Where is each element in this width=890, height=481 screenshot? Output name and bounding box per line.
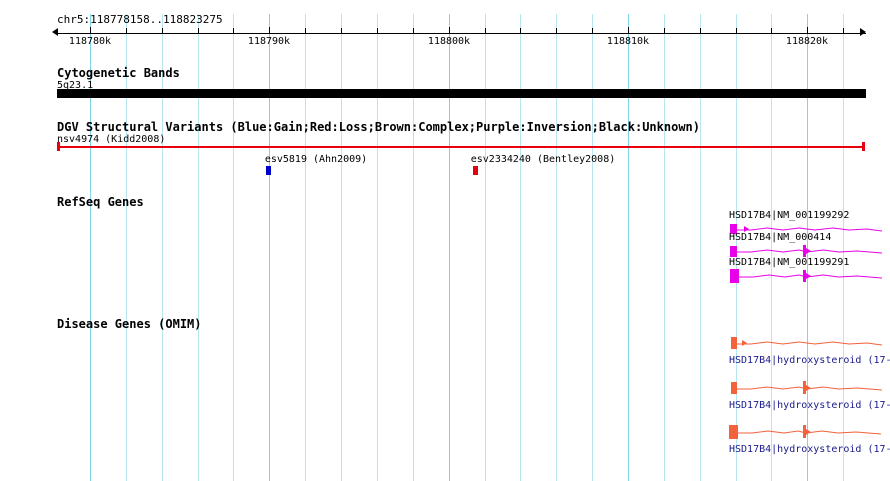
ruler-tick-minor [771, 28, 772, 34]
intron-line [739, 274, 883, 279]
ruler-tick-minor [843, 28, 844, 34]
ruler-tick-minor [413, 28, 414, 34]
strand-arrow-icon [806, 273, 811, 279]
ruler-tick-label: 118800k [427, 36, 471, 47]
strand-arrow-icon [744, 226, 749, 232]
exon-block [730, 246, 737, 257]
locus-label: chr5:118778158..118823275 [57, 13, 223, 26]
ruler-tick-minor [592, 28, 593, 34]
refseq-transcript-label-1: HSD17B4|NM_000414 [729, 232, 832, 243]
omim-gene-2[interactable] [0, 425, 890, 455]
exon-block [730, 224, 737, 234]
ruler-tick-minor [485, 28, 486, 34]
refseq-transcript-1[interactable] [0, 244, 890, 274]
strand-arrow-icon [806, 248, 811, 254]
arrow-right-icon[interactable] [860, 28, 866, 36]
ruler-tick-minor [305, 28, 306, 34]
variant-label-esv5819: esv5819 (Ahn2009) [264, 154, 368, 165]
variant-marker-esv5819[interactable] [266, 166, 271, 175]
ruler-tick-major [269, 27, 270, 34]
ruler-tick-minor [126, 28, 127, 34]
intron-line [737, 386, 882, 391]
ruler-tick-label: 118810k [606, 36, 650, 47]
ruler-tick-minor [556, 28, 557, 34]
exon-block [731, 382, 737, 394]
exon-block [803, 381, 806, 394]
cytoband-bar[interactable] [57, 89, 866, 98]
variant-label-nsv4974: nsv4974 (Kidd2008) [57, 134, 166, 145]
exon-block [803, 425, 806, 438]
ruler-tick-label: 118820k [785, 36, 829, 47]
omim-gene-0[interactable] [0, 336, 890, 366]
cytoband-label: 5q23.1 [57, 80, 94, 91]
ruler-axis-line [57, 33, 866, 34]
intron-line [737, 227, 882, 232]
exon-block [729, 425, 738, 439]
omim-gene-label-1: HSD17B4|hydroxysteroid (17- [729, 400, 890, 411]
refseq-transcript-0[interactable] [0, 222, 890, 252]
track-title-refseq-genes: RefSeq Genes [57, 195, 144, 209]
ruler-tick-minor [700, 28, 701, 34]
ruler-tick-minor [736, 28, 737, 34]
omim-gene-label-0: HSD17B4|hydroxysteroid (17- [729, 355, 890, 366]
ruler-tick-minor [664, 28, 665, 34]
ruler-tick-minor [198, 28, 199, 34]
ruler-tick-major [90, 27, 91, 34]
ruler-tick-minor [162, 28, 163, 34]
refseq-transcript-label-0: HSD17B4|NM_001199292 [729, 210, 850, 221]
track-title-cytogenetic-bands: Cytogenetic Bands [57, 66, 180, 80]
ruler-tick-major [449, 27, 450, 34]
track-title-dgv-structural-variants: DGV Structural Variants (Blue:Gain;Red:L… [57, 120, 700, 134]
ruler-tick-minor [520, 28, 521, 34]
variant-span-start-cap [57, 142, 60, 151]
variant-span-end-cap [862, 142, 865, 151]
ruler-tick-major [628, 27, 629, 34]
ruler-tick-label: 118790k [247, 36, 291, 47]
ruler-tick-minor [233, 28, 234, 34]
ruler-tick-major [807, 27, 808, 34]
strand-arrow-icon [806, 385, 811, 391]
refseq-transcript-2[interactable] [0, 269, 890, 299]
ruler-tick-minor [377, 28, 378, 34]
coordinate-ruler[interactable]: chr5:118778158..118823275 118780k 118790k… [0, 0, 890, 54]
intron-line [737, 341, 882, 346]
intron-line [737, 249, 882, 254]
intron-line [738, 430, 882, 435]
strand-arrow-icon [806, 429, 811, 435]
omim-gene-1[interactable] [0, 381, 890, 411]
ruler-tick-minor [341, 28, 342, 34]
exon-block [730, 269, 739, 283]
variant-span-nsv4974[interactable] [57, 146, 865, 148]
variant-label-esv2334240: esv2334240 (Bentley2008) [470, 154, 616, 165]
variant-marker-esv2334240[interactable] [473, 166, 478, 175]
refseq-transcript-label-2: HSD17B4|NM_001199291 [729, 257, 850, 268]
track-title-disease-genes-omim: Disease Genes (OMIM) [57, 317, 202, 331]
strand-arrow-icon [742, 340, 747, 346]
arrow-left-icon[interactable] [52, 28, 58, 36]
exon-block [731, 337, 737, 349]
ruler-tick-label: 118780k [68, 36, 112, 47]
omim-gene-label-2: HSD17B4|hydroxysteroid (17- [729, 444, 890, 455]
